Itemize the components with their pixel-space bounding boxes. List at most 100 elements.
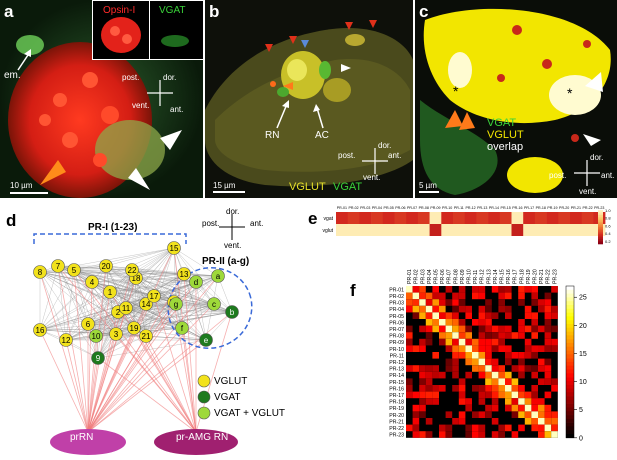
network-node-20 — [99, 259, 113, 273]
matrix-cell — [406, 332, 413, 339]
matrix-cell — [544, 404, 552, 412]
matrix-cell — [478, 398, 486, 405]
panel-label-a: a — [4, 2, 14, 21]
matrix-row-label: PR-11 — [390, 353, 404, 359]
matrix-cell — [505, 305, 512, 313]
target-node-pr-amg-rn — [154, 429, 238, 455]
matrix-cell — [478, 325, 486, 333]
matrix-cell — [432, 391, 439, 399]
matrix-cell — [538, 378, 545, 385]
matrix-cell — [498, 385, 505, 392]
matrix-cell — [511, 411, 519, 418]
matrix-row-label: PR-14 — [389, 373, 404, 379]
heatmap-cell — [523, 212, 536, 224]
heatmap-column-label: PR-05 — [384, 206, 394, 210]
network-node-f — [175, 321, 189, 335]
heatmap-cell — [429, 224, 442, 236]
compass-post: post. — [549, 171, 567, 180]
network-node-a — [211, 269, 225, 283]
target-node-prrn — [50, 429, 126, 455]
star-marker: * — [453, 83, 459, 99]
matrix-cell — [491, 325, 499, 333]
matrix-cell — [524, 312, 532, 319]
heatmap-cell — [417, 212, 430, 224]
heatmap-column-label: PR-01 — [337, 206, 347, 210]
heatmap-cell — [359, 224, 372, 236]
matrix-cell — [531, 424, 538, 432]
matrix-column-label: PR-15 — [500, 269, 506, 284]
matrix-cell — [406, 292, 413, 300]
matrix-cell — [498, 424, 505, 432]
heatmap-cell — [406, 224, 419, 236]
matrix-row-label: PR-23 — [389, 433, 404, 439]
matrix-cell — [551, 286, 558, 293]
network-node-13 — [177, 267, 191, 281]
matrix-cell — [478, 332, 486, 339]
matrix-cell — [472, 286, 479, 293]
matrix-cell — [445, 319, 453, 326]
matrix-cell — [406, 391, 413, 399]
matrix-cell — [531, 325, 538, 333]
heatmap-cell — [488, 224, 501, 236]
matrix-cell — [485, 312, 492, 319]
matrix-cell — [472, 319, 479, 326]
matrix-cell — [425, 391, 433, 399]
panel-c: c * * VGAT VGLUT overlap dor. post. ant.… — [415, 0, 617, 198]
network-node-11 — [119, 301, 133, 315]
matrix-cell — [432, 371, 439, 379]
network-node-5 — [67, 263, 81, 277]
matrix-cell — [472, 424, 479, 432]
heatmap-column-label: PR-18 — [536, 206, 546, 210]
matrix-cell — [531, 365, 538, 372]
matrix-cell — [458, 352, 466, 359]
matrix-cell — [452, 299, 459, 306]
network-node-21 — [139, 329, 153, 343]
network-node-6-label: 6 — [86, 320, 91, 329]
heatmap-cell — [558, 212, 571, 224]
network-node-4-label: 4 — [90, 278, 95, 287]
matrix-cell — [505, 358, 512, 366]
matrix-cell — [498, 431, 505, 438]
target-prrn: prRN — [70, 432, 94, 443]
scale-bar-label: 5 µm — [419, 181, 437, 190]
matrix-cell — [478, 319, 486, 326]
matrix-cell — [432, 305, 439, 313]
matrix-cell — [432, 312, 439, 319]
matrix-cell — [478, 305, 486, 313]
matrix-cell — [491, 391, 499, 399]
matrix-cell — [518, 358, 525, 366]
matrix-cell — [551, 431, 558, 438]
matrix-cell — [531, 404, 538, 412]
red-arrowhead-icon — [265, 44, 273, 52]
panel-label-d: d — [6, 211, 17, 230]
heatmap-cell — [558, 224, 571, 236]
matrix-cell — [511, 365, 519, 372]
matrix-cell — [538, 325, 545, 333]
matrix-cell — [544, 358, 552, 366]
matrix-cell — [485, 358, 492, 366]
matrix-row-label: PR-02 — [389, 294, 404, 300]
matrix-cell — [531, 385, 538, 392]
heatmap-column-label: PR-02 — [348, 206, 358, 210]
matrix-cell — [485, 391, 492, 399]
colorbar-tick: 15 — [579, 351, 587, 358]
matrix-cell — [425, 299, 433, 306]
matrix-column-label: PR-23 — [552, 269, 558, 284]
matrix-cell — [412, 391, 420, 399]
matrix-cell — [425, 431, 433, 438]
network-node-5-label: 5 — [72, 266, 77, 275]
pr2-label: PR-II (a-g) — [202, 256, 250, 267]
matrix-cell — [458, 398, 466, 405]
matrix-cell — [425, 312, 433, 319]
matrix-column-label: PR-05 — [434, 269, 440, 284]
target-pr-amg-rn: pr-AMG RN — [176, 432, 229, 443]
matrix-cell — [412, 411, 420, 418]
matrix-cell — [491, 312, 499, 319]
matrix-cell — [518, 391, 525, 399]
matrix-cell — [458, 305, 466, 313]
matrix-cell — [491, 418, 499, 425]
heatmap-cell — [570, 224, 582, 236]
white-arrowhead-icon — [583, 134, 601, 146]
matrix-cell — [445, 345, 453, 352]
pr1-label: PR-I (1-23) — [88, 222, 138, 233]
